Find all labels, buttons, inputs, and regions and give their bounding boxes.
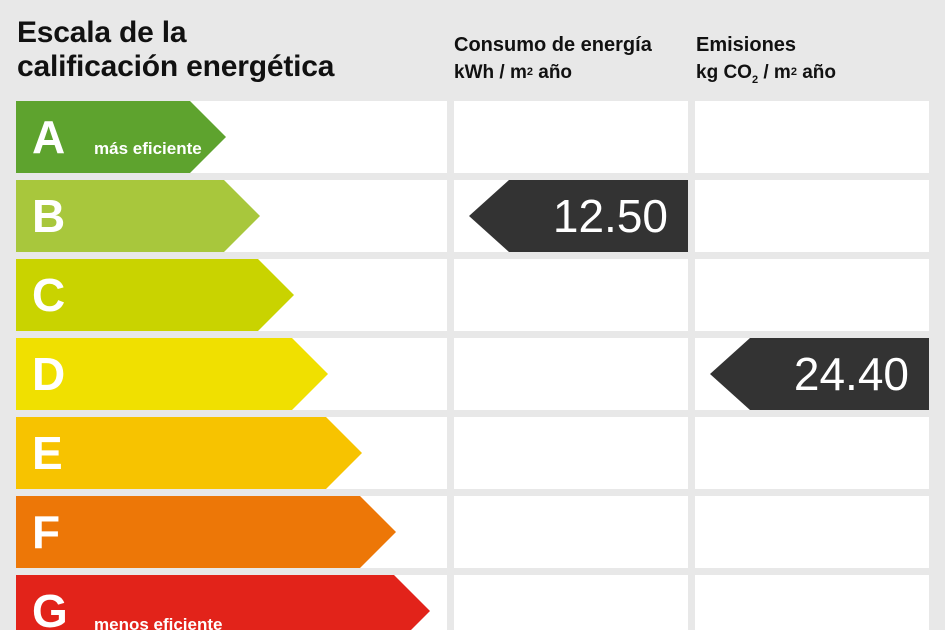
energy-rating-marker-value: 12.50 [552,190,668,242]
energy-cell-d [454,338,688,410]
grade-arrow-d: D [16,338,328,410]
grade-letter: E [32,427,63,479]
emissions-cell-f [695,496,929,568]
grade-letter: B [32,190,66,242]
grade-letter: F [32,506,61,558]
grade-letter: A [32,111,66,163]
grade-note: menos eficiente [94,615,223,630]
emissions-cell-a [695,101,929,173]
energy-header-unit: kWh / m2 año [454,62,573,83]
grade-arrow-e: E [16,417,362,489]
energy-header-title: Consumo de energía [454,34,652,56]
emissions-cell-g [695,575,929,630]
grade-letter: G [32,585,68,630]
energy-cell-c [454,259,688,331]
grade-letter: C [32,269,66,321]
grade-letter: D [32,348,66,400]
emissions-header-unit: kg CO2 / m2 año [696,62,836,86]
emissions-cell-b [695,180,929,252]
energy-cell-e [454,417,688,489]
title-line-1: Escala de la [17,16,187,49]
energy-cell-g [454,575,688,630]
energy-cell-a [454,101,688,173]
label-title: Escala de la calificación energética [17,16,334,84]
grade-arrow-c: C [16,259,294,331]
emissions-header-title: Emisiones [696,34,797,56]
energy-column-header: Consumo de energía kWh / m2 año [454,31,652,89]
emissions-cell-e [695,417,929,489]
title-line-2: calificación energética [17,50,335,83]
emissions-cell-c [695,259,929,331]
energy-rating-marker: 12.50 [469,180,688,252]
energy-cell-f [454,496,688,568]
grade-arrow-b: B [16,180,260,252]
emissions-rating-marker-value: 24.40 [793,348,909,400]
grade-note: más eficiente [94,139,202,158]
grade-arrow-f: F [16,496,396,568]
emissions-column-header: Emisiones kg CO2 / m2 año [696,31,836,89]
emissions-rating-marker: 24.40 [710,338,929,410]
